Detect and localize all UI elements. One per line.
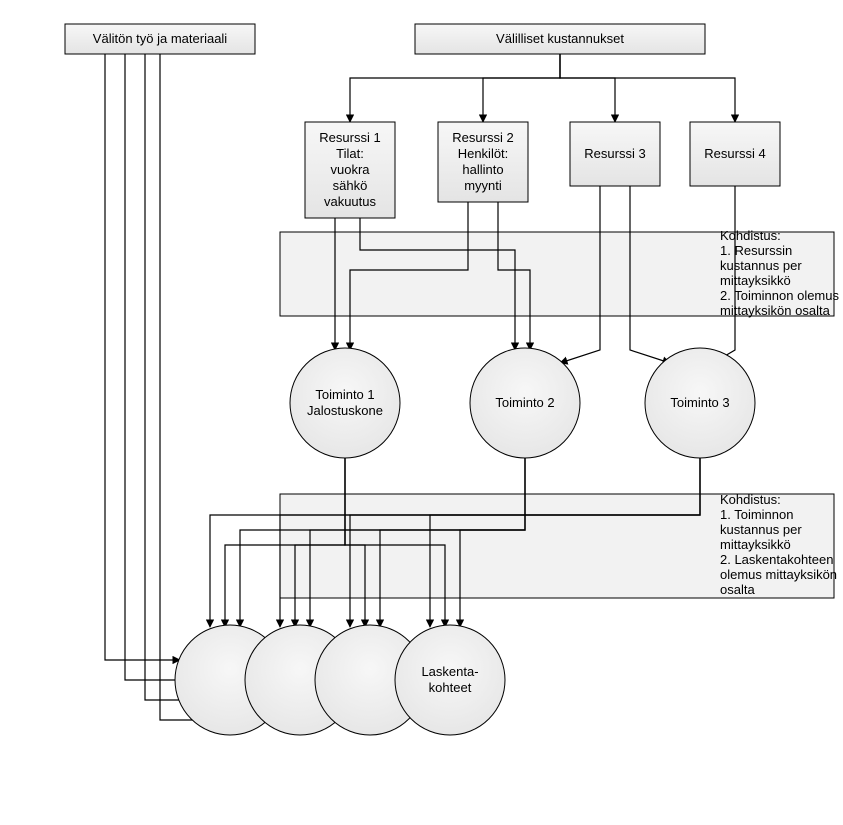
r1-label: sähkö: [333, 178, 368, 193]
lk4-label: Laskenta-: [421, 664, 478, 679]
panel-note: mittayksikkö: [720, 273, 791, 288]
panel-note: osalta: [720, 582, 755, 597]
r2-label: hallinto: [462, 162, 503, 177]
r2-label: Resurssi 2: [452, 130, 513, 145]
r1-label: Resurssi 1: [319, 130, 380, 145]
panel-note: olemus mittayksikön: [720, 567, 837, 582]
r2-label: myynti: [464, 178, 502, 193]
panel-note: 1. Resurssin: [720, 243, 792, 258]
panel-note: Kohdistus:: [720, 492, 781, 507]
r4-label: Resurssi 4: [704, 146, 765, 161]
panel-note: 2. Laskentakohteen: [720, 552, 833, 567]
diagram-canvas: Välitön työ ja materiaali Välilliset kust…: [0, 0, 843, 825]
panel-note: 2. Toiminnon olemus: [720, 288, 839, 303]
panel-note: kustannus per: [720, 522, 802, 537]
r2-label: Henkilöt:: [458, 146, 509, 161]
edge: [560, 54, 735, 122]
t1-label: Jalostuskone: [307, 403, 383, 418]
panel-note: mittayksikkö: [720, 537, 791, 552]
edge: [125, 54, 248, 680]
direct-label: Välitön työ ja materiaali: [93, 31, 228, 46]
t3-label: Toiminto 3: [670, 395, 729, 410]
r3-label: Resurssi 3: [584, 146, 645, 161]
edge: [560, 54, 615, 122]
indirect-label: Välilliset kustannukset: [496, 31, 624, 46]
panel-note: mittayksikön osalta: [720, 303, 831, 318]
edge: [350, 54, 560, 122]
edge: [483, 54, 560, 122]
lk4-label: kohteet: [429, 680, 472, 695]
panel-note: kustannus per: [720, 258, 802, 273]
t1-label: Toiminto 1: [315, 387, 374, 402]
panel-note: 1. Toiminnon: [720, 507, 793, 522]
r1-label: vuokra: [330, 162, 370, 177]
r1-label: Tilat:: [336, 146, 364, 161]
panel-note: Kohdistus:: [720, 228, 781, 243]
t2-label: Toiminto 2: [495, 395, 554, 410]
edge: [105, 54, 180, 660]
edge: [145, 54, 318, 700]
r1-label: vakuutus: [324, 194, 377, 209]
